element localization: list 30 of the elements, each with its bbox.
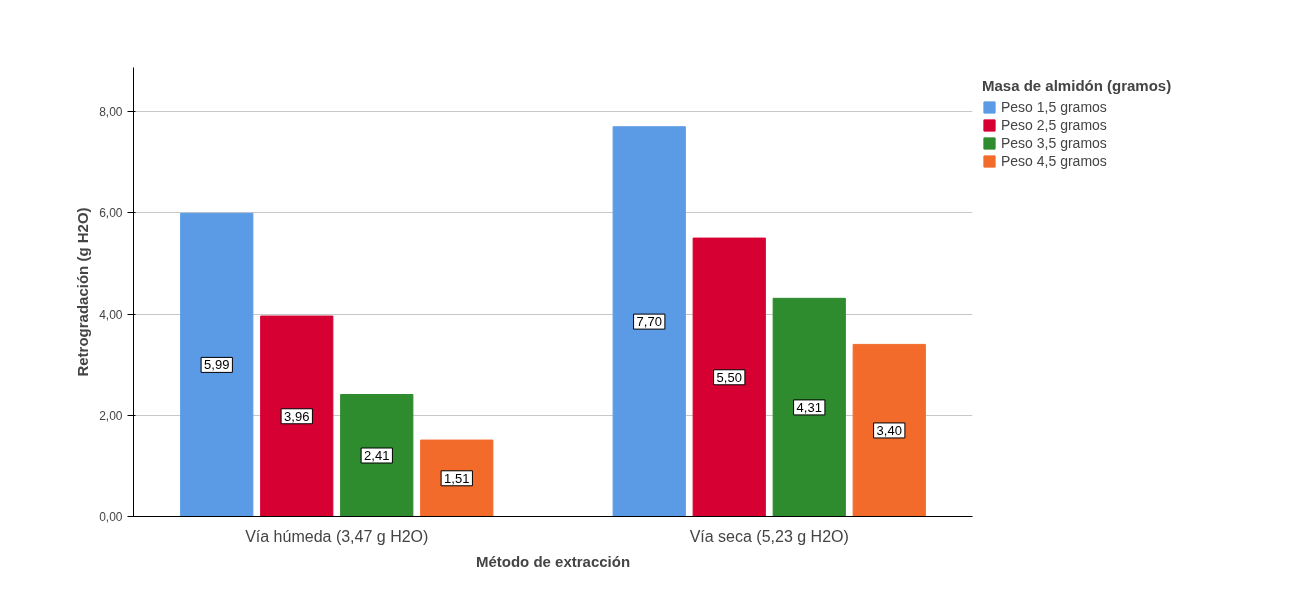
bar: [772, 297, 846, 517]
y-tick-label: 6,00: [99, 206, 123, 221]
y-tick-label: 2,00: [99, 408, 123, 423]
data-label: 7,70: [636, 314, 662, 330]
legend-label: Peso 2,5 gramos: [1001, 117, 1107, 133]
legend-title: Masa de almidón (gramos): [982, 77, 1172, 94]
legend-label: Peso 1,5 gramos: [1001, 99, 1107, 115]
data-label: 3,40: [876, 422, 902, 438]
bar: [260, 315, 334, 517]
bar: [340, 394, 414, 517]
data-label: 5,99: [204, 357, 230, 373]
data-label: 3,96: [284, 408, 310, 424]
data-label: 4,31: [796, 399, 822, 415]
x-tick-label: Vía seca (5,23 g H2O): [689, 527, 849, 545]
data-label: 2,41: [364, 448, 390, 463]
y-axis-title: Retrogradación (g H2O): [74, 207, 92, 377]
bar: [420, 439, 494, 517]
data-label: 1,51: [444, 470, 470, 486]
legend-label: Peso 3,5 gramos: [1001, 135, 1107, 151]
y-tick-label: 0,00: [99, 510, 123, 524]
x-axis-title: Método de extracción: [475, 552, 631, 570]
legend-label: Peso 4,5 gramos: [1001, 153, 1107, 169]
bar: [612, 126, 686, 517]
bar: [852, 343, 926, 517]
bar: [180, 212, 254, 517]
data-label: 5,50: [716, 369, 742, 385]
y-tick-label: 8,00: [99, 105, 123, 120]
x-tick-label: Vía húmeda (3,47 g H2O): [245, 527, 429, 545]
bar: [692, 237, 766, 517]
y-tick-label: 4,00: [99, 307, 123, 322]
